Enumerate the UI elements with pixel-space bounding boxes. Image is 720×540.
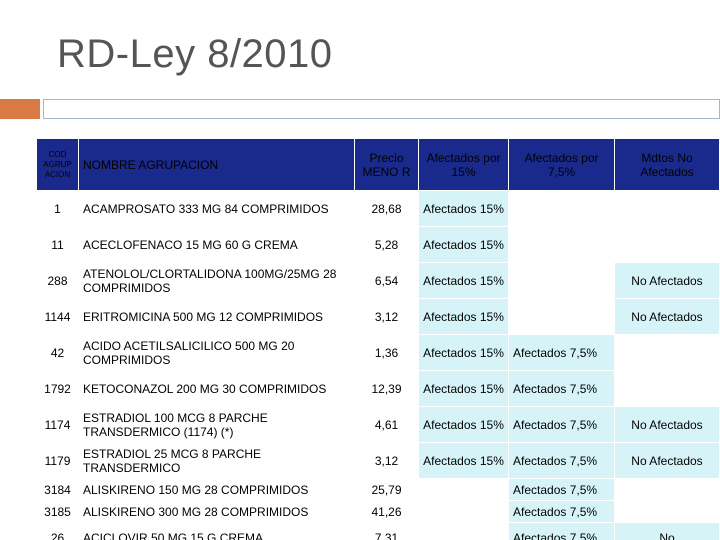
- table-header-row: COD AGRUP ACION NOMBRE AGRUPACION Precio…: [36, 138, 720, 191]
- cell-name: ACICLOVIR 50 MG 15 G CREMA: [78, 522, 355, 540]
- cell-price: 41,26: [354, 500, 419, 523]
- cell-price: 4,61: [354, 406, 419, 443]
- cell-no-afectados: [614, 478, 720, 501]
- agrupaciones-table: COD AGRUP ACION NOMBRE AGRUPACION Precio…: [36, 138, 720, 540]
- header-price: Precio MENO R: [354, 138, 419, 191]
- cell-afectados-75: Afectados 7,5%: [508, 478, 615, 501]
- cell-afectados-15: Afectados 15%: [418, 298, 509, 335]
- table-row: 42 ACIDO ACETILSALICILICO 500 MG 20 COMPR…: [36, 334, 720, 371]
- cell-name: ESTRADIOL 100 MCG 8 PARCHE TRANSDERMICO …: [78, 406, 355, 443]
- cell-afectados-75: Afectados 7,5%: [508, 370, 615, 407]
- cell-no-afectados: No Afectados: [614, 442, 720, 479]
- cell-no-afectados: No Afectados: [614, 406, 720, 443]
- cell-no-afectados: [614, 334, 720, 371]
- cell-name: ACAMPROSATO 333 MG 84 COMPRIMIDOS: [78, 190, 355, 227]
- cell-no-afectados: [614, 370, 720, 407]
- cell-cod: 1792: [36, 370, 79, 407]
- cell-name: ALISKIRENO 150 MG 28 COMPRIMIDOS: [78, 478, 355, 501]
- cell-price: 12,39: [354, 370, 419, 407]
- cell-price: 3,12: [354, 298, 419, 335]
- header-afectados-75: Afectados por 7,5%: [508, 138, 615, 191]
- cell-cod: 1144: [36, 298, 79, 335]
- cell-name: ACIDO ACETILSALICILICO 500 MG 20 COMPRIM…: [78, 334, 355, 371]
- cell-no-afectados: [614, 190, 720, 227]
- cell-no-afectados: [614, 226, 720, 263]
- cell-afectados-75: Afectados 7,5%: [508, 500, 615, 523]
- cell-cod: 1179: [36, 442, 79, 479]
- cell-cod: 288: [36, 262, 79, 299]
- cell-afectados-15: Afectados 15%: [418, 370, 509, 407]
- table-row: 1144 ERITROMICINA 500 MG 12 COMPRIMIDOS 3,…: [36, 298, 720, 335]
- cell-afectados-15: Afectados 15%: [418, 190, 509, 227]
- table-row: 11 ACECLOFENACO 15 MG 60 G CREMA 5,28 Afect…: [36, 226, 720, 263]
- table-row: 3185 ALISKIRENO 300 MG 28 COMPRIMIDOS 41,2…: [36, 500, 720, 523]
- cell-afectados-15: [418, 500, 509, 523]
- cell-afectados-75: Afectados 7,5%: [508, 442, 615, 479]
- cell-afectados-75: Afectados 7,5%: [508, 522, 615, 540]
- cell-price: 25,79: [354, 478, 419, 501]
- cell-cod: 3185: [36, 500, 79, 523]
- cell-afectados-15: [418, 522, 509, 540]
- cell-afectados-75: [508, 262, 615, 299]
- cell-afectados-75: [508, 298, 615, 335]
- cell-afectados-75: Afectados 7,5%: [508, 406, 615, 443]
- cell-price: 7,31: [354, 522, 419, 540]
- cell-afectados-75: Afectados 7,5%: [508, 334, 615, 371]
- cell-cod: 11: [36, 226, 79, 263]
- cell-afectados-15: [418, 478, 509, 501]
- cell-price: 1,36: [354, 334, 419, 371]
- cell-cod: 3184: [36, 478, 79, 501]
- cell-afectados-15: Afectados 15%: [418, 334, 509, 371]
- cell-price: 5,28: [354, 226, 419, 263]
- cell-cod: 26: [36, 522, 79, 540]
- table-row: 1179 ESTRADIOL 25 MCG 8 PARCHE TRANSDERMI…: [36, 442, 720, 479]
- cell-afectados-15: Afectados 15%: [418, 442, 509, 479]
- accent-bar: [0, 99, 40, 119]
- cell-no-afectados: No Afectados: [614, 262, 720, 299]
- cell-name: ERITROMICINA 500 MG 12 COMPRIMIDOS: [78, 298, 355, 335]
- table-row: 1792 KETOCONAZOL 200 MG 30 COMPRIMIDOS 12,…: [36, 370, 720, 407]
- table-row: 1 ACAMPROSATO 333 MG 84 COMPRIMIDOS 28,68 A…: [36, 190, 720, 227]
- cell-name: ALISKIRENO 300 MG 28 COMPRIMIDOS: [78, 500, 355, 523]
- cell-name: KETOCONAZOL 200 MG 30 COMPRIMIDOS: [78, 370, 355, 407]
- table-row: 3184 ALISKIRENO 150 MG 28 COMPRIMIDOS 25,7…: [36, 478, 720, 501]
- cell-cod: 1174: [36, 406, 79, 443]
- cell-price: 3,12: [354, 442, 419, 479]
- cell-no-afectados: No Afectados: [614, 298, 720, 335]
- cell-cod: 42: [36, 334, 79, 371]
- cell-name: ACECLOFENACO 15 MG 60 G CREMA: [78, 226, 355, 263]
- table-row: 26 ACICLOVIR 50 MG 15 G CREMA 7,31 Afectado…: [36, 522, 720, 540]
- cell-cod: 1: [36, 190, 79, 227]
- header-afectados-15: Afectados por 15%: [418, 138, 509, 191]
- table-row: 288 ATENOLOL/CLORTALIDONA 100MG/25MG 28 C…: [36, 262, 720, 299]
- cell-afectados-75: [508, 226, 615, 263]
- cell-afectados-15: Afectados 15%: [418, 262, 509, 299]
- header-name: NOMBRE AGRUPACION: [78, 138, 355, 191]
- cell-no-afectados: [614, 500, 720, 523]
- cell-price: 28,68: [354, 190, 419, 227]
- header-no-afectados: Mdtos No Afectados: [614, 138, 720, 191]
- cell-no-afectados: No: [614, 522, 720, 540]
- cell-name: ESTRADIOL 25 MCG 8 PARCHE TRANSDERMICO: [78, 442, 355, 479]
- cell-afectados-75: [508, 190, 615, 227]
- header-cod: COD AGRUP ACION: [36, 138, 79, 191]
- slide-title: RD-Ley 8/2010: [57, 32, 333, 76]
- cell-name: ATENOLOL/CLORTALIDONA 100MG/25MG 28 COMP…: [78, 262, 355, 299]
- cell-afectados-15: Afectados 15%: [418, 226, 509, 263]
- divider-box: [43, 99, 720, 119]
- cell-price: 6,54: [354, 262, 419, 299]
- cell-afectados-15: Afectados 15%: [418, 406, 509, 443]
- table-row: 1174 ESTRADIOL 100 MCG 8 PARCHE TRANSDERM…: [36, 406, 720, 443]
